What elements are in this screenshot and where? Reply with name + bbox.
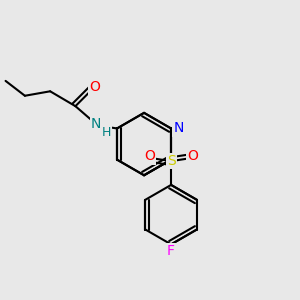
Text: O: O <box>187 149 198 164</box>
Text: N: N <box>173 122 184 136</box>
Text: O: O <box>89 80 100 94</box>
Text: H: H <box>101 125 111 139</box>
Text: O: O <box>144 149 155 164</box>
Text: S: S <box>167 154 176 168</box>
Text: F: F <box>167 244 175 258</box>
Text: N: N <box>91 117 101 131</box>
